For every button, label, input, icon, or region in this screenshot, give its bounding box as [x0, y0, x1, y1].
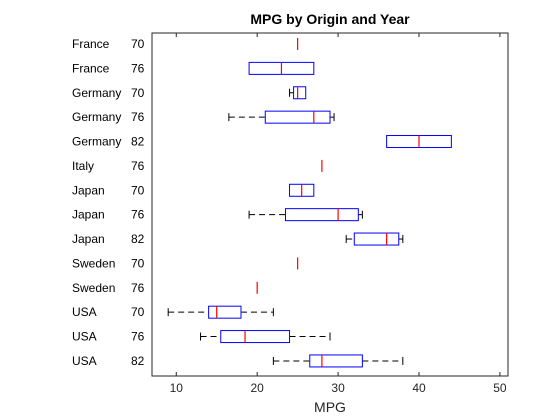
group-origin-label: France — [72, 37, 110, 51]
box-group: Sweden 70 — [72, 256, 299, 270]
group-origin-label: Japan — [72, 183, 105, 197]
group-year-label: 70 — [131, 183, 145, 197]
group-year-label: 70 — [131, 256, 145, 270]
box-group: France 76 — [72, 61, 315, 75]
iqr-box — [293, 86, 307, 100]
box-group: Sweden 76 — [72, 281, 258, 295]
group-origin-label: Japan — [72, 232, 105, 246]
box-group: France 70 — [72, 37, 299, 51]
box-group: USA 70 — [72, 305, 274, 319]
group-year-label: 76 — [131, 281, 145, 295]
x-tick-label: 30 — [331, 381, 345, 395]
box-group: Japan 76 — [72, 208, 363, 222]
box-group: Italy 76 — [72, 159, 323, 173]
x-axis-label: MPG — [314, 399, 346, 415]
group-year-label: 70 — [131, 305, 145, 319]
box-group: USA 76 — [72, 330, 331, 344]
box-group: Germany 76 — [72, 110, 335, 124]
x-tick-label: 10 — [170, 381, 184, 395]
x-tick-label: 20 — [251, 381, 265, 395]
x-tick-label: 50 — [493, 381, 507, 395]
group-year-label: 76 — [131, 330, 145, 344]
iqr-box — [208, 305, 242, 319]
group-origin-label: Germany — [72, 86, 121, 100]
group-origin-label: USA — [72, 305, 97, 319]
group-year-label: 76 — [131, 61, 145, 75]
group-origin-label: USA — [72, 330, 97, 344]
group-origin-label: Italy — [72, 159, 94, 173]
box-group: Germany 70 — [72, 86, 307, 100]
group-origin-label: USA — [72, 354, 97, 368]
iqr-box — [309, 354, 363, 368]
iqr-box — [353, 232, 400, 246]
group-year-label: 76 — [131, 208, 145, 222]
iqr-box — [220, 330, 291, 344]
group-year-label: 82 — [131, 354, 145, 368]
box-group: Japan 82 — [72, 232, 404, 246]
group-year-label: 76 — [131, 110, 145, 124]
x-tick-label: 40 — [412, 381, 426, 395]
group-origin-label: Germany — [72, 135, 121, 149]
group-year-label: 82 — [131, 135, 145, 149]
group-origin-label: France — [72, 61, 110, 75]
box-group: USA 82 — [72, 354, 404, 368]
group-year-label: 70 — [131, 37, 145, 51]
plot-area — [151, 32, 509, 377]
group-year-label: 70 — [131, 86, 145, 100]
iqr-box — [264, 110, 331, 124]
group-year-label: 82 — [131, 232, 145, 246]
group-origin-label: Japan — [72, 208, 105, 222]
x-axis-ticks: 10 20 30 40 50 — [170, 33, 507, 395]
box-group: Germany 82 — [72, 135, 452, 149]
box-group: Japan 70 — [72, 183, 315, 197]
group-origin-label: Sweden — [72, 281, 115, 295]
group-year-label: 76 — [131, 159, 145, 173]
iqr-box — [285, 208, 359, 222]
group-origin-label: Germany — [72, 110, 121, 124]
chart-title: MPG by Origin and Year — [250, 11, 410, 27]
group-origin-label: Sweden — [72, 256, 115, 270]
